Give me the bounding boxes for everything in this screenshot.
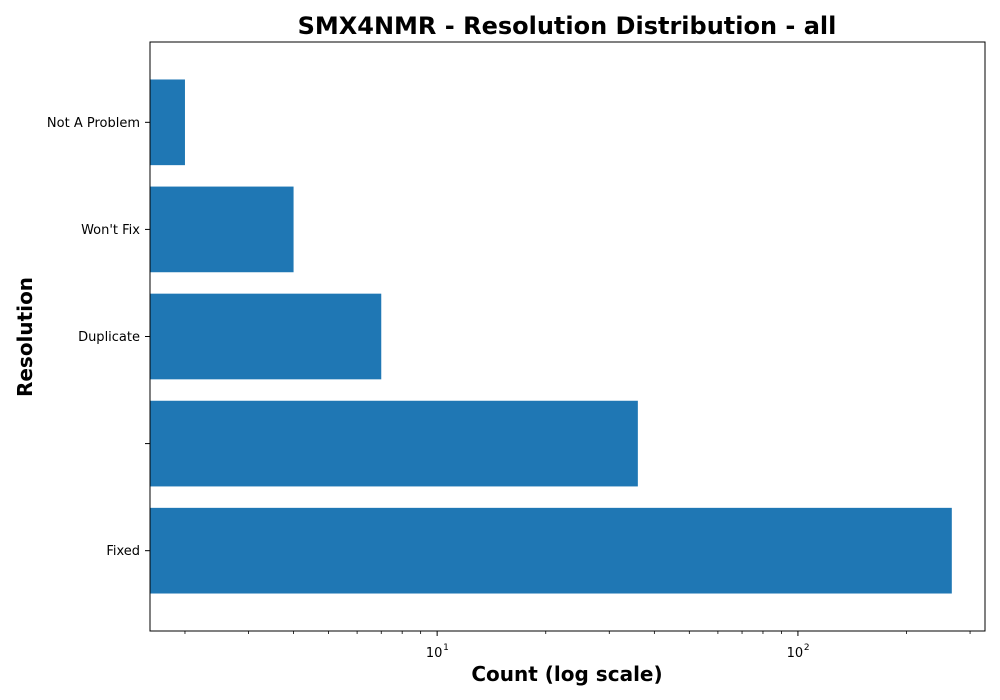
- y-tick-label: Fixed: [106, 544, 140, 559]
- x-tick-label-exponent: 1: [443, 643, 449, 653]
- bar: [150, 186, 294, 273]
- y-tick-label: Duplicate: [78, 330, 140, 345]
- x-axis-label: Count (log scale): [471, 662, 662, 686]
- y-axis: Fixed Duplicate Won't Fix Not A Problem: [47, 116, 150, 559]
- y-axis-label: Resolution: [13, 277, 37, 397]
- x-axis: 10 1 10 2: [184, 631, 971, 661]
- y-tick-label: Won't Fix: [81, 223, 140, 238]
- x-tick-label: 10: [426, 646, 443, 661]
- bar: [150, 400, 638, 487]
- bar: [150, 293, 382, 380]
- chart-title: SMX4NMR - Resolution Distribution - all: [298, 12, 837, 40]
- x-tick-label-exponent: 2: [804, 643, 810, 653]
- bar: [150, 507, 952, 594]
- bar: [150, 79, 185, 166]
- y-tick-label: Not A Problem: [47, 116, 140, 131]
- bar-group: [150, 79, 952, 594]
- x-tick-label: 10: [787, 646, 804, 661]
